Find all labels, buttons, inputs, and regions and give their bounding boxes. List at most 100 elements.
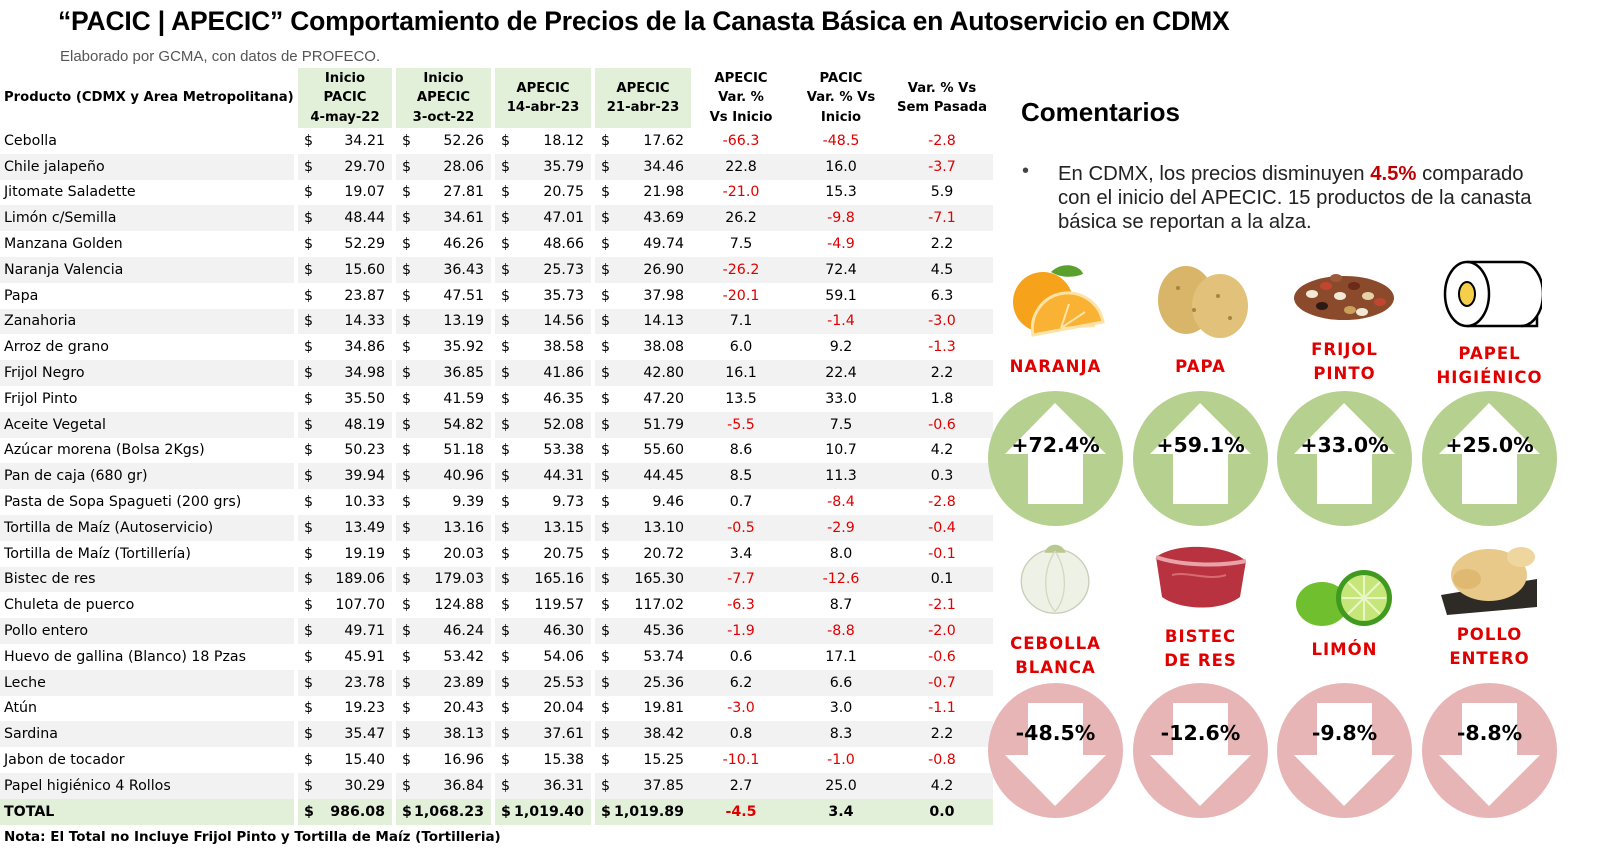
highlight-label: FRIJOL PINTO [1311,340,1378,383]
variation-cell: -4.5 [691,798,791,825]
highlight-value: -12.6% [1160,721,1241,745]
price-cell: $54.82 [392,411,493,438]
price-cell: $53.42 [392,643,493,670]
up-arrow-icon: +25.0% [1422,391,1557,526]
price-cell: $53.38 [491,437,593,464]
product-name: Azúcar morena (Bolsa 2Kgs) [4,442,205,459]
product-name: Arroz de grano [4,339,109,356]
price-cell: $51.18 [392,437,493,464]
header-inicio-apecic: Inicio APECIC 3-oct-22 [392,68,493,128]
variation-cell: -48.5 [822,132,860,149]
header-pacic-var: PACIC Var. % Vs Inicio [806,70,876,125]
price-cell: $15.25 [591,747,691,773]
variation-cell: -5.5 [691,411,791,438]
up-arrow-icon: +59.1% [1133,391,1268,526]
variation-cell: -7.1 [891,205,993,232]
variation-cell: -0.7 [891,669,993,696]
variation-cell: 8.3 [791,721,891,748]
variation-cell: -0.6 [928,648,956,665]
table-row: Frijol Pinto $35.50 $41.59 $46.35 $47.20 13.5… [0,385,993,412]
variation-cell: -3.0 [891,308,993,335]
price-cell: $45.36 [591,618,691,644]
variation-cell: 8.7 [829,597,853,614]
price-cell: $19.23 [294,695,394,722]
price-cell: $1,068.23 [392,798,493,825]
price-cell: $34.98 [294,360,394,386]
highlight-value: +33.0% [1300,433,1389,457]
price-cell: $9.46 [591,489,691,515]
table-row: Huevo de gallina (Blanco) 18 Pzas $45.91 $… [0,643,993,670]
variation-cell: -2.9 [791,514,891,541]
price-cell: $13.15 [491,514,593,541]
highlight-label: PAPEL HIGIÉNICO [1436,344,1543,387]
variation-cell: 8.5 [691,463,791,490]
product-name: Zanahoria [0,308,296,335]
price-cell: $20.43 [392,695,493,722]
variation-cell: -1.4 [791,308,891,335]
price-cell: $119.57 [491,592,593,619]
highlight-label: POLLO ENTERO [1449,625,1530,668]
table-row: Leche $23.78 $23.89 $25.53 $25.36 6.2 6.6 -0.7 [0,669,993,696]
table-row: Pasta de Sopa Spagueti (200 grs) $10.33 $9… [0,489,993,515]
product-name: Tortilla de Maíz (Tortillería) [4,545,191,562]
variation-cell: 2.2 [930,236,954,253]
variation-cell: 3.4 [729,545,753,562]
price-cell: $35.50 [294,385,394,412]
variation-cell: 0.3 [891,463,993,490]
highlight-label: PAPA [1175,357,1226,376]
price-cell: $35.92 [392,334,493,361]
product-name: Leche [0,669,296,696]
table-row: Bistec de res $189.06 $179.03 $165.16 $165.3… [0,566,993,593]
page-subtitle: Elaborado por GCMA, con datos de PROFECO… [60,48,381,65]
price-cell: $18.12 [491,128,593,154]
product-name: Pan de caja (680 gr) [0,463,296,490]
variation-cell: 0.1 [891,566,993,593]
bullet-icon: • [1022,160,1030,182]
price-cell: $36.31 [491,772,593,799]
price-cell: $25.73 [491,256,593,283]
down-arrow-icon: -8.8% [1422,683,1557,818]
variation-cell: -1.1 [928,700,956,717]
variation-cell: 6.3 [930,287,954,304]
highlight-label: BISTEC DE RES [1164,627,1237,670]
up-arrow-icon: +33.0% [1277,391,1412,526]
product-name: Frijol Pinto [4,390,78,407]
lime-icon [1296,570,1392,626]
price-cell: $44.45 [591,463,691,490]
price-cell: $40.96 [392,463,493,490]
variation-cell: -8.8 [791,618,891,644]
variation-cell: 6.2 [691,669,791,696]
variation-cell: -3.7 [891,153,993,180]
price-cell: $47.01 [491,205,593,232]
variation-cell: 59.1 [825,287,857,304]
toilet-paper-icon [1443,260,1542,328]
table-row: Tortilla de Maíz (Autoservicio) $13.49 $13… [0,514,993,541]
price-cell: $34.86 [294,334,394,361]
variation-cell: 2.2 [891,721,993,748]
variation-cell: 25.0 [791,772,891,799]
price-cell: $46.30 [491,618,593,644]
product-name: Cebolla [4,132,57,149]
variation-cell: 7.5 [791,411,891,438]
table-note: Nota: El Total no Incluye Frijol Pinto y… [4,829,501,845]
variation-cell: 9.2 [829,339,853,356]
price-cell: $41.86 [491,360,593,386]
product-name: Pasta de Sopa Spagueti (200 grs) [4,494,242,511]
variation-cell: -7.7 [691,566,791,593]
product-name: Aceite Vegetal [0,411,296,438]
price-cell: $51.79 [591,411,691,438]
variation-cell: -4.9 [827,236,855,253]
price-cell: $19.81 [591,695,691,722]
table-header-row: Producto (CDMX y Area Metropolitana) Ini… [0,68,993,128]
table-row: Arroz de grano $34.86 $35.92 $38.58 $38.08 6.… [0,334,993,361]
variation-cell: 17.1 [825,648,857,665]
price-cell: $117.02 [591,592,691,619]
price-cell: $14.13 [591,308,691,335]
price-cell: $25.53 [491,669,593,696]
price-cell: $13.19 [392,308,493,335]
price-cell: $15.40 [294,747,394,773]
price-cell: $13.16 [392,514,493,541]
variation-cell: 0.6 [729,648,753,665]
variation-cell: 22.4 [791,360,891,386]
product-name: Chuleta de puerco [4,597,135,614]
